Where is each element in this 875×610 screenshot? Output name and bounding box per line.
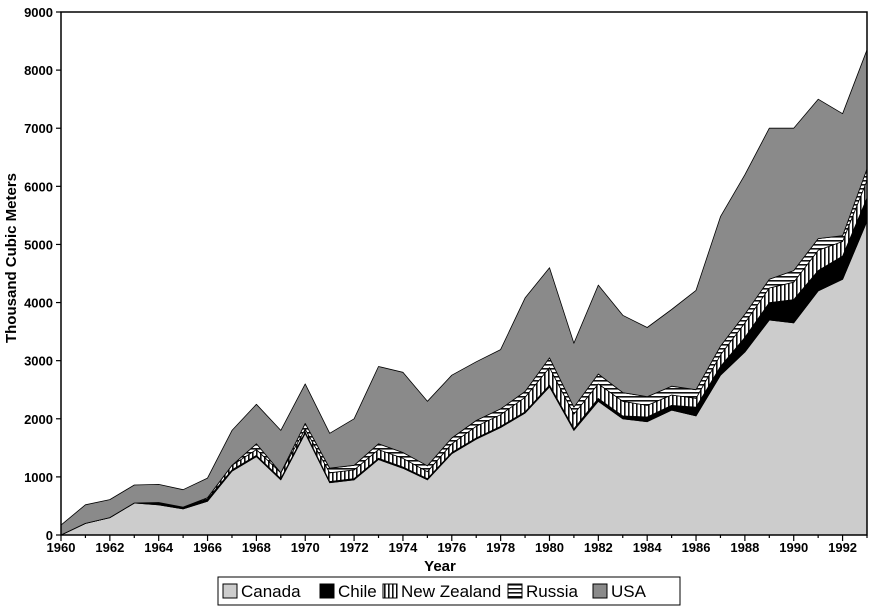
plot-border xyxy=(60,11,868,536)
x-tick-label: 1960 xyxy=(47,540,76,555)
legend-label-usa: USA xyxy=(611,582,647,601)
legend-swatch-chile xyxy=(319,583,335,599)
legend-swatch-russia xyxy=(507,583,523,599)
x-tick-label: 1982 xyxy=(584,540,613,555)
y-tick-label: 1000 xyxy=(24,470,53,485)
x-tick-label: 1986 xyxy=(682,540,711,555)
x-tick-label: 1980 xyxy=(535,540,564,555)
legend-swatch-usa xyxy=(592,583,608,599)
x-tick-label: 1970 xyxy=(291,540,320,555)
x-tick-label: 1972 xyxy=(340,540,369,555)
ticks-layer: 0 1000 2000 3000 4000 5000 6000 7000 8000 9000 196… xyxy=(24,5,868,555)
x-tick-label: 1990 xyxy=(779,540,808,555)
legend-swatch-new-zealand xyxy=(382,583,398,599)
x-tick-label: 1976 xyxy=(437,540,466,555)
legend-label-russia: Russia xyxy=(526,582,579,601)
x-tick-label: 1962 xyxy=(95,540,124,555)
y-tick-label: 0 xyxy=(46,528,53,543)
legend-label-new-zealand: New Zealand xyxy=(401,582,501,601)
legend-label-chile: Chile xyxy=(338,582,377,601)
x-tick-label: 1992 xyxy=(828,540,857,555)
legend-box xyxy=(217,576,681,606)
y-tick-label: 3000 xyxy=(24,354,53,369)
x-tick-label: 1964 xyxy=(144,540,174,555)
y-tick-label: 7000 xyxy=(24,121,53,136)
legend-swatch-canada xyxy=(222,583,238,599)
y-axis-title: Thousand Cubic Meters xyxy=(3,173,20,343)
y-tick-label: 9000 xyxy=(24,5,53,20)
x-tick-label: 1968 xyxy=(242,540,271,555)
x-tick-label: 1978 xyxy=(486,540,515,555)
x-axis-title: Year xyxy=(424,558,456,575)
y-tick-label: 4000 xyxy=(24,296,53,311)
y-tick-label: 5000 xyxy=(24,237,53,252)
y-tick-label: 8000 xyxy=(24,63,53,78)
x-tick-label: 1988 xyxy=(730,540,759,555)
y-tick-label: 2000 xyxy=(24,412,53,427)
plot-frame xyxy=(60,11,868,536)
legend: Canada Chile New Zealand Russia USA xyxy=(217,576,681,606)
x-tick-label: 1984 xyxy=(633,540,663,555)
areas-layer xyxy=(60,49,868,536)
y-tick-label: 6000 xyxy=(24,179,53,194)
x-tick-label: 1974 xyxy=(388,540,418,555)
x-tick-label: 1966 xyxy=(193,540,222,555)
legend-label-canada: Canada xyxy=(241,582,301,601)
